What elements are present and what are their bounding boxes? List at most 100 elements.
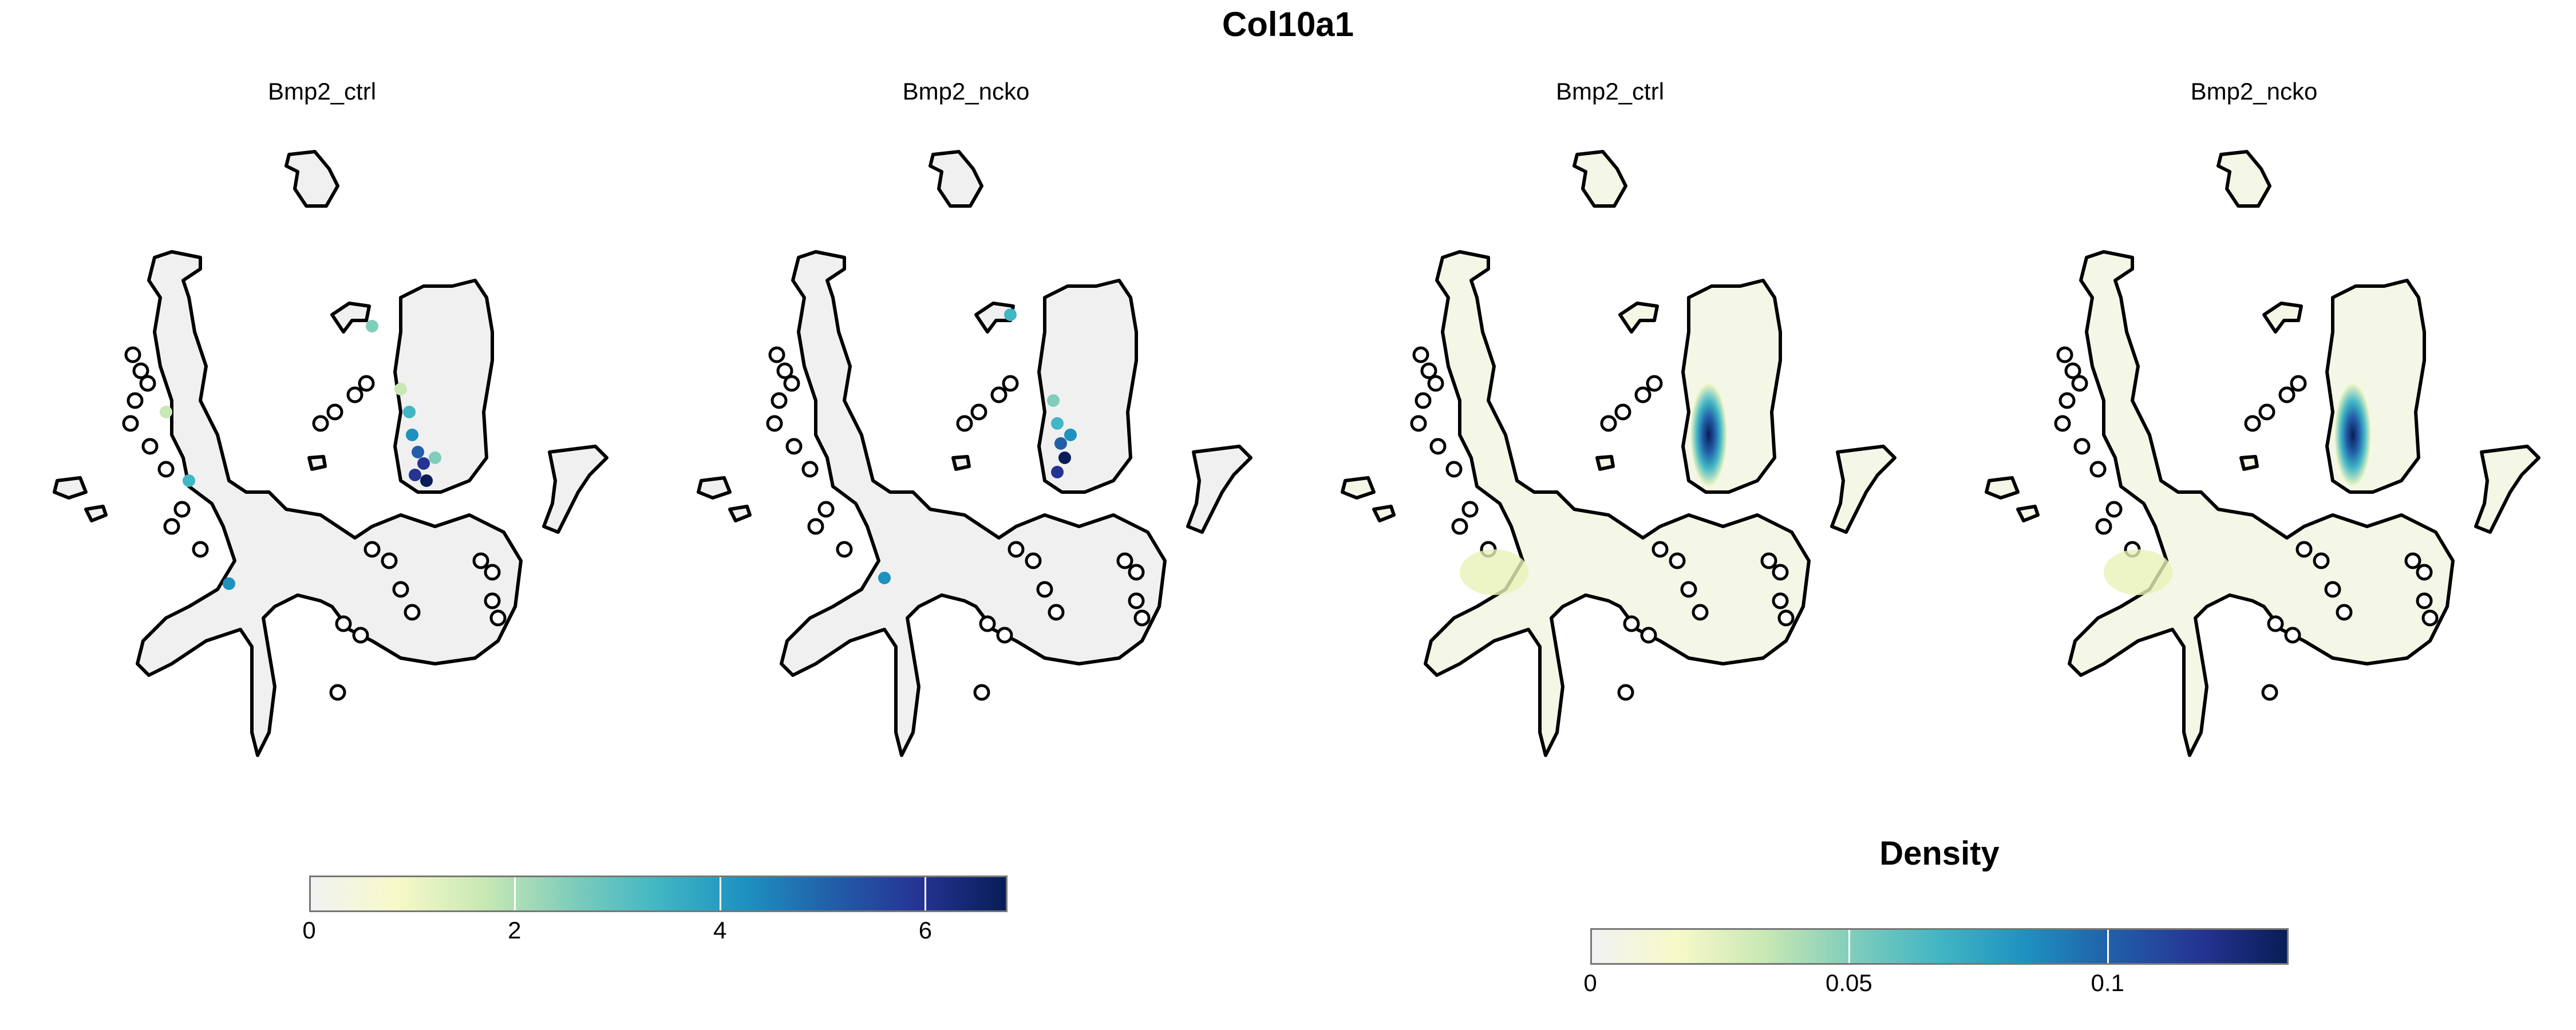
cell-trajectory-left <box>1424 250 1811 757</box>
cell-outlier <box>990 386 1008 403</box>
cell-outlier <box>1760 552 1777 569</box>
cell-outlier <box>785 438 803 455</box>
colorbar-tick <box>513 877 516 910</box>
cell-outlier <box>2059 392 2076 409</box>
panel-title: Bmp2_ncko <box>902 78 1030 105</box>
cell-outlier <box>1772 592 1789 609</box>
cell-cluster-far-right <box>1186 445 1253 534</box>
expression-spot <box>412 446 424 458</box>
cell-cluster-right <box>393 279 494 494</box>
cell-outlier <box>157 461 175 478</box>
cell-island-mid <box>2239 455 2259 471</box>
colorbar-tick-label: 4 <box>713 917 727 944</box>
umap-plot <box>1341 150 1897 757</box>
expression-spot <box>1004 308 1017 321</box>
expression-spot <box>1051 466 1064 478</box>
cell-outlier <box>2284 627 2301 644</box>
cell-island-left-small <box>1372 505 1396 522</box>
expression-spot <box>1051 417 1064 430</box>
cell-outlier <box>2290 375 2307 392</box>
cell-outlier <box>979 615 996 632</box>
cell-outlier <box>1128 564 1145 581</box>
density-hotspot <box>2334 383 2371 486</box>
cell-outlier <box>472 552 489 569</box>
cell-outlier <box>326 403 343 421</box>
colorbar-tick-label: 0.05 <box>1825 969 1872 996</box>
cell-trajectory-left <box>136 250 523 757</box>
cell-outlier <box>2421 609 2439 627</box>
cell-outlier <box>1048 604 1065 621</box>
cell-outlier <box>1002 375 1019 392</box>
expression-spot <box>366 320 378 332</box>
cell-outlier <box>132 362 149 379</box>
expression-spot <box>417 457 430 470</box>
cell-outlier <box>1617 684 1634 701</box>
expression-spot <box>420 474 433 487</box>
cell-outlier <box>2064 362 2081 379</box>
umap-plot <box>1985 150 2541 757</box>
cell-outlier <box>1646 375 1663 392</box>
panel-title: Bmp2_ncko <box>2190 78 2318 105</box>
cell-outlier <box>2404 552 2421 569</box>
colorbar-tick <box>1848 930 1850 963</box>
cell-outlier <box>1777 609 1795 627</box>
cell-outlier <box>973 684 990 701</box>
cell-outlier <box>1133 609 1151 627</box>
cell-outlier <box>783 375 800 392</box>
cell-outlier <box>2258 403 2275 421</box>
cell-cluster-small-arc <box>2262 302 2303 334</box>
cell-outlier <box>163 518 180 535</box>
expression-spot <box>406 429 418 441</box>
cell-outlier <box>127 392 144 409</box>
cell-outlier <box>2073 438 2091 455</box>
cell-island-mid <box>1595 455 1615 471</box>
cell-outlier <box>1451 518 1468 535</box>
cell-island-left-small <box>2016 505 2040 522</box>
cell-outlier <box>1692 604 1709 621</box>
cell-outlier <box>1128 592 1145 609</box>
colorbar-tick-label: 2 <box>508 917 521 944</box>
cell-outlier <box>1427 375 1444 392</box>
cell-outlier <box>404 604 421 621</box>
cell-outlier <box>771 392 788 409</box>
cell-outlier <box>358 375 375 392</box>
cell-outlier <box>2071 375 2088 392</box>
cell-outlier <box>2056 346 2073 363</box>
cell-outlier <box>2089 461 2107 478</box>
cell-outlier <box>312 415 329 432</box>
expression-spot <box>394 383 407 395</box>
expression-spot <box>1058 451 1071 464</box>
umap-plot <box>53 150 609 757</box>
cell-outlier <box>1415 392 1432 409</box>
cell-outlier <box>141 438 159 455</box>
colorbar-tick-label: 0 <box>1583 969 1597 996</box>
cell-outlier <box>768 346 785 363</box>
expression-spot <box>1054 437 1067 450</box>
cell-outlier <box>381 552 398 569</box>
cell-outlier <box>1600 415 1617 432</box>
cell-island-left <box>697 476 732 500</box>
cell-outlier <box>807 518 824 535</box>
cell-outlier <box>122 415 139 432</box>
cell-outlier <box>776 362 793 379</box>
cell-island-top <box>1573 150 1627 208</box>
expression-spot <box>878 572 891 584</box>
cell-outlier <box>1461 501 1479 518</box>
cell-outlier <box>352 627 369 644</box>
cell-outlier <box>996 627 1013 644</box>
colorbar-tick <box>2107 930 2109 963</box>
panel-title: Bmp2_ctrl <box>1555 78 1665 105</box>
cell-outlier <box>1669 552 1686 569</box>
cell-outlier <box>2095 518 2112 535</box>
expression-spot <box>403 406 416 418</box>
umap-plot <box>697 150 1253 757</box>
cell-island-top <box>929 150 983 208</box>
cell-outlier <box>2416 564 2433 581</box>
cell-outlier <box>2313 552 2330 569</box>
cell-cluster-far-right <box>1830 445 1897 534</box>
cell-outlier <box>970 403 987 421</box>
colorbar <box>309 876 1008 912</box>
cell-outlier <box>124 346 141 363</box>
colorbar <box>1590 928 2289 965</box>
cell-outlier <box>2324 581 2341 598</box>
